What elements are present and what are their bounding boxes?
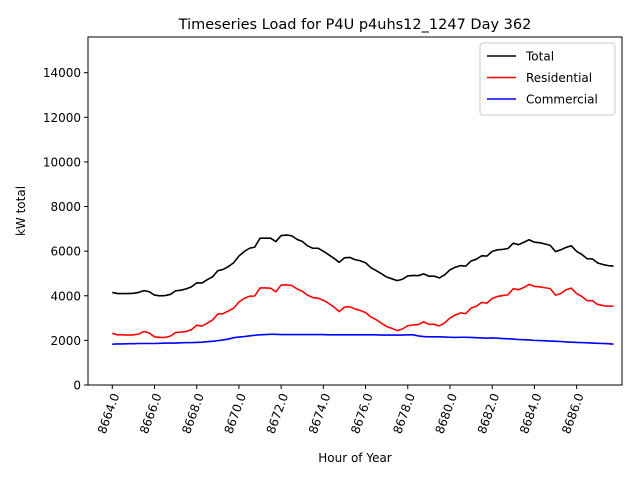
y-tick-label: 14000 — [43, 66, 81, 80]
legend-label-total: Total — [525, 50, 554, 64]
y-tick-label: 12000 — [43, 111, 81, 125]
x-tick-label: 8682.0 — [475, 391, 503, 435]
series-line-commercial — [112, 333, 614, 345]
series-lines — [112, 234, 614, 345]
y-tick-label: 0 — [73, 379, 81, 393]
y-axis-ticks: 0 2000 4000 6000 8000 10000 12000 14000 — [43, 66, 88, 393]
legend: Total Residential Commercial — [479, 42, 616, 116]
legend-label-commercial: Commercial — [526, 93, 598, 107]
series-line-residential — [112, 283, 614, 339]
series-line-total — [112, 234, 614, 297]
y-tick-label: 8000 — [50, 200, 81, 214]
plot-frame — [87, 36, 623, 386]
x-tick-label: 8672.0 — [264, 391, 292, 435]
x-tick-label: 8666.0 — [137, 391, 165, 435]
x-tick-label: 8674.0 — [306, 391, 334, 435]
x-tick-label: 8680.0 — [433, 391, 461, 435]
x-axis-ticks: 8664.0 8666.0 8668.0 8670.0 8672.0 8674.0 8676… — [95, 385, 587, 436]
y-axis-label: kW total — [14, 186, 28, 236]
y-tick-label: 6000 — [50, 245, 81, 259]
x-tick-label: 8678.0 — [390, 391, 418, 435]
y-tick-label: 10000 — [43, 155, 81, 169]
x-tick-label: 8668.0 — [179, 391, 207, 435]
x-tick-label: 8670.0 — [222, 391, 250, 435]
legend-label-residential: Residential — [526, 71, 592, 85]
x-axis-label: Hour of Year — [318, 451, 392, 465]
x-tick-label: 8684.0 — [517, 391, 545, 435]
y-tick-label: 2000 — [50, 334, 81, 348]
legend-box — [479, 42, 616, 116]
chart-title: Timeseries Load for P4U p4uhs12_1247 Day… — [178, 17, 532, 33]
x-tick-label: 8686.0 — [559, 391, 587, 435]
x-tick-label: 8676.0 — [348, 391, 376, 435]
y-tick-label: 4000 — [50, 289, 81, 303]
x-tick-label: 8664.0 — [95, 391, 123, 435]
